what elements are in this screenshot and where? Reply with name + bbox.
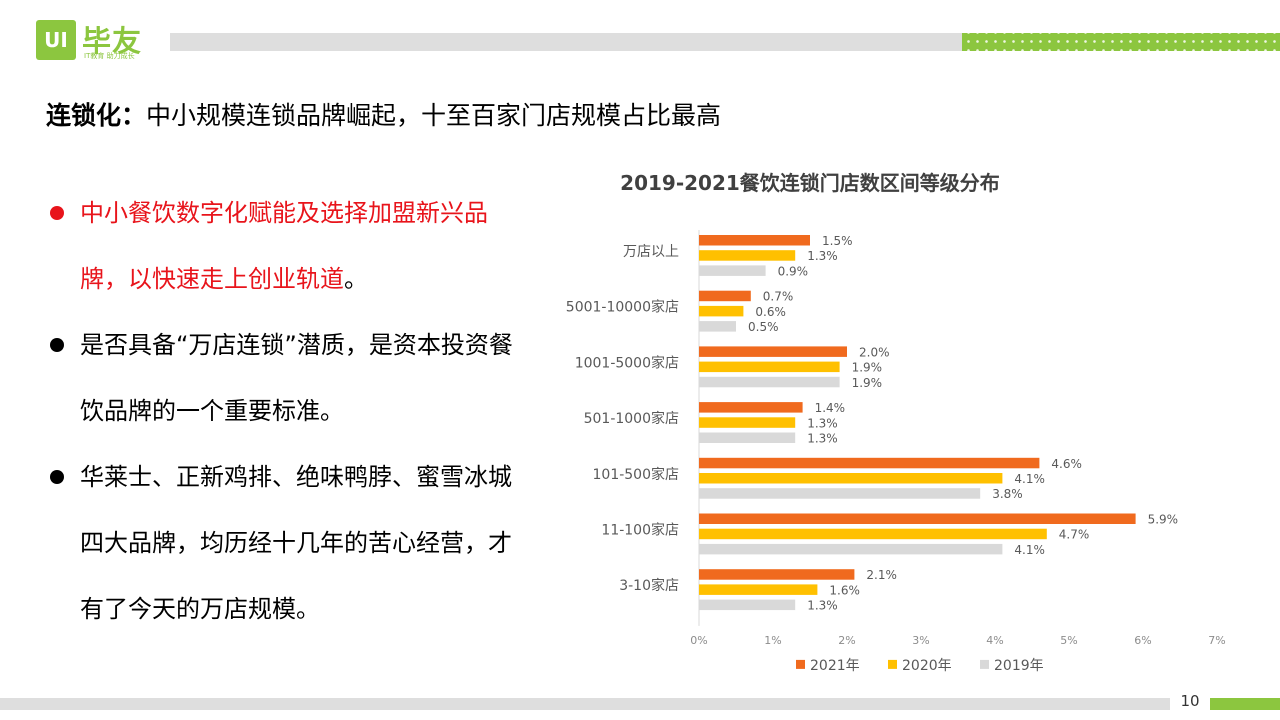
bar-2020年-101-500家店 [699, 473, 1003, 484]
bar-2019年-11-100家店 [699, 543, 1003, 555]
bar-2021年-万店以上 [699, 235, 810, 246]
data-label: 1.3% [807, 416, 838, 430]
bullet-text: 是否具备“万店连锁”潜质，是资本投资餐饮品牌的一个重要标准。 [80, 331, 513, 425]
bullet-list: 中小餐饮数字化赋能及选择加盟新兴品牌，以快速走上创业轨道。 是否具备“万店连锁”… [46, 180, 516, 642]
x-tick-label: 6% [1134, 634, 1151, 647]
legend-label: 2021年 [810, 658, 860, 674]
data-label: 1.6% [829, 583, 860, 597]
data-label: 0.9% [778, 264, 809, 278]
data-label: 3.8% [992, 487, 1023, 501]
category-label: 101-500家店 [593, 466, 680, 483]
bar-2021年-101-500家店 [699, 457, 1040, 469]
page-number: 10 [1180, 692, 1200, 710]
bullet-text: 华莱士、正新鸡排、绝味鸭脖、蜜雪冰城四大品牌，均历经十几年的苦心经营，才有了今天… [80, 463, 512, 623]
x-tick-label: 1% [764, 634, 781, 647]
data-label: 1.3% [807, 599, 838, 613]
data-label: 5.9% [1148, 513, 1179, 527]
footer-divider-gray [0, 698, 1170, 710]
bar-2020年-501-1000家店 [699, 417, 796, 428]
bar-2020年-11-100家店 [699, 528, 1047, 540]
bullet-text: 中小餐饮数字化赋能及选择加盟新兴品牌，以快速走上创业轨道。 [80, 180, 516, 312]
category-label: 11-100家店 [601, 522, 679, 539]
x-tick-label: 4% [986, 634, 1003, 647]
x-tick-label: 2% [838, 634, 855, 647]
data-label: 4.7% [1059, 528, 1090, 542]
bar-2020年-5001-10000家店 [699, 305, 744, 317]
footer-divider-green [1210, 698, 1280, 710]
legend-label: 2020年 [902, 658, 952, 674]
logo-mark: UI [36, 20, 76, 60]
data-label: 2.1% [866, 568, 897, 582]
data-label: 0.6% [755, 305, 786, 319]
legend-swatch [980, 659, 989, 669]
data-label: 4.6% [1051, 457, 1082, 471]
bullet-dot-icon [50, 206, 64, 220]
chart-title: 2019-2021餐饮连锁门店数区间等级分布 [620, 171, 1000, 195]
bullet-text-tail: 。 [344, 265, 368, 293]
bar-2021年-11-100家店 [699, 513, 1136, 524]
category-label: 3-10家店 [619, 577, 679, 594]
category-label: 501-1000家店 [584, 410, 679, 427]
logo-slogan: IT教育 助力成长 [84, 52, 135, 60]
data-label: 1.4% [815, 401, 846, 415]
data-label: 4.1% [1014, 543, 1045, 557]
slide-title-text: 中小规模连锁品牌崛起，十至百家门店规模占比最高 [146, 101, 722, 130]
bar-2020年-万店以上 [699, 250, 796, 261]
bullet-dot-icon [50, 470, 64, 484]
x-tick-label: 7% [1208, 634, 1225, 647]
category-label: 5001-10000家店 [566, 299, 679, 316]
data-label: 2.0% [859, 345, 890, 359]
logo-name: 毕友 [82, 24, 143, 58]
bar-2019年-5001-10000家店 [699, 321, 736, 332]
bar-2020年-1001-5000家店 [699, 361, 840, 373]
store-distribution-chart: 2019-2021餐饮连锁门店数区间等级分布 万店以上1.5%1.3%0.9%5… [566, 171, 1226, 674]
bar-2021年-1001-5000家店 [699, 346, 847, 357]
x-tick-label: 0% [690, 634, 707, 647]
legend-swatch [796, 659, 805, 669]
data-label: 1.9% [852, 376, 883, 390]
data-label: 0.7% [763, 290, 794, 304]
bar-2019年-101-500家店 [699, 488, 981, 499]
bar-2019年-501-1000家店 [699, 432, 796, 443]
bar-2021年-3-10家店 [699, 569, 855, 580]
header-divider-green [962, 33, 1280, 51]
legend-swatch [888, 659, 897, 669]
bar-2019年-3-10家店 [699, 599, 796, 611]
data-label: 1.9% [852, 361, 883, 375]
bar-2021年-5001-10000家店 [699, 290, 751, 302]
bar-2019年-1001-5000家店 [699, 376, 840, 388]
bullet-item: 是否具备“万店连锁”潜质，是资本投资餐饮品牌的一个重要标准。 [46, 312, 516, 444]
slide-title-prefix: 连锁化： [46, 101, 147, 130]
legend-label: 2019年 [994, 658, 1044, 674]
data-label: 1.5% [822, 234, 853, 248]
category-label: 1001-5000家店 [575, 354, 679, 371]
data-label: 1.3% [807, 432, 838, 446]
logo-mark-text: UI [44, 28, 68, 52]
data-label: 0.5% [748, 320, 779, 334]
category-label: 万店以上 [623, 244, 679, 260]
slide-title: 连锁化：中小规模连锁品牌崛起，十至百家门店规模占比最高 [46, 96, 721, 132]
bar-2019年-万店以上 [699, 265, 766, 276]
header-divider-gray [170, 33, 962, 51]
bullet-item: 华莱士、正新鸡排、绝味鸭脖、蜜雪冰城四大品牌，均历经十几年的苦心经营，才有了今天… [46, 444, 516, 642]
data-label: 1.3% [807, 249, 838, 263]
x-tick-label: 5% [1060, 634, 1077, 647]
bullet-item: 中小餐饮数字化赋能及选择加盟新兴品牌，以快速走上创业轨道。 [46, 180, 516, 312]
bar-2021年-501-1000家店 [699, 402, 803, 413]
x-tick-label: 3% [912, 634, 929, 647]
bar-2020年-3-10家店 [699, 584, 818, 595]
data-label: 4.1% [1014, 472, 1045, 486]
bullet-dot-icon [50, 338, 64, 352]
bullet-text-main: 中小餐饮数字化赋能及选择加盟新兴品牌，以快速走上创业轨道 [80, 199, 488, 293]
